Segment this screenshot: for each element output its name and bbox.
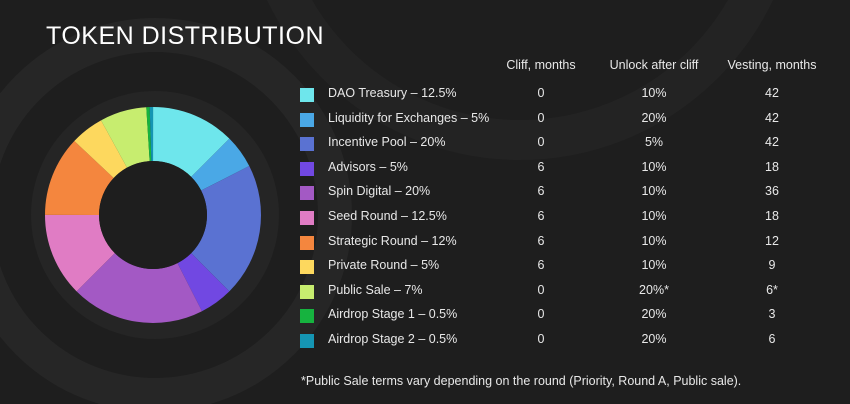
page-title: TOKEN DISTRIBUTION [46,22,325,50]
vesting-cell: 42 [765,110,779,125]
unlock-cell: 20% [641,332,667,346]
cliff-cell: 0 [537,307,545,322]
table-row: DAO Treasury – 12.5% 0 10% 42 [0,83,850,108]
legend-label: Private Round – 5% [328,258,440,273]
vesting-cell: 6 [768,332,776,346]
table-row: Public Sale – 7% 0 20%* 6* [0,280,850,305]
vesting-cell: 42 [765,86,779,100]
table-row: Liquidity for Exchanges – 5% 0 20% 42 [0,108,850,133]
donut-slice-airdrop-stage-2 [149,107,154,162]
column-header-cliff: Cliff, months [506,58,576,72]
cliff-cell: 0 [537,110,545,125]
vesting-cell: 42 [765,135,779,150]
vesting-cell: 12 [765,233,779,248]
unlock-cell: 20%* [639,282,669,297]
donut-slice-private-round [74,120,128,179]
legend-label: Advisors – 5% [328,159,408,174]
donut-slice-strategic-round [45,141,114,215]
unlock-cell: 10% [641,258,667,273]
cliff-cell: 6 [537,209,545,223]
footnote: *Public Sale terms vary depending on the… [301,374,742,388]
cliff-cell: 6 [537,159,545,174]
legend-label: Spin Digital – 20% [328,184,431,199]
legend-label: Strategic Round – 12% [328,233,457,248]
cliff-cell: 0 [537,332,545,346]
legend-label: Airdrop Stage 2 – 0.5% [328,332,458,346]
legend-label: DAO Treasury – 12.5% [328,86,457,100]
table-row: Seed Round – 12.5% 6 10% 18 [0,206,850,231]
legend-swatch [300,211,314,225]
column-header-vesting: Vesting, months [727,58,817,72]
donut-slice-spin-digital [76,253,202,323]
vesting-cell: 18 [765,209,779,223]
donut-hole [99,161,207,269]
table-row: Strategic Round – 12% 6 10% 12 [0,231,850,256]
table-row: Airdrop Stage 2 – 0.5% 0 20% 6 [0,329,850,354]
unlock-cell: 10% [641,184,667,199]
donut-slice-airdrop-stage-1 [146,107,152,162]
legend-swatch [300,186,314,201]
legend-label: Incentive Pool – 20% [328,135,446,150]
donut-slice-public-sale [101,107,150,168]
donut-slice-seed-round [45,214,115,292]
vesting-cell: 3 [768,307,776,322]
donut-slice-dao-treasury [153,107,230,177]
vesting-cell: 6* [766,282,778,297]
donut-slice-advisors [177,253,230,312]
donut-slice-liquidity-for-exchanges [191,138,250,191]
unlock-cell: 10% [641,233,667,248]
legend-swatch [300,112,314,127]
legend-swatch [300,88,314,102]
unlock-cell: 10% [641,159,667,174]
legend-label: Liquidity for Exchanges – 5% [328,110,490,125]
cliff-cell: 6 [537,233,545,248]
legend-label: Public Sale – 7% [328,282,423,297]
table-row: Advisors – 5% 6 10% 18 [0,157,850,182]
table-row: Airdrop Stage 1 – 0.5% 0 20% 3 [0,304,850,329]
legend-swatch [300,161,314,176]
legend-swatch [300,334,314,348]
legend-label: Seed Round – 12.5% [328,209,447,223]
unlock-cell: 20% [641,307,667,322]
legend-swatch [300,260,314,275]
column-header-unlock: Unlock after cliff [609,58,699,72]
legend-label: Airdrop Stage 1 – 0.5% [328,307,458,322]
legend-swatch [300,235,314,250]
cliff-cell: 0 [537,282,545,297]
legend-swatch [300,309,314,324]
cliff-cell: 0 [537,135,545,150]
vesting-cell: 18 [765,159,779,174]
unlock-cell: 5% [644,135,664,150]
vesting-cell: 9 [768,258,776,273]
table-row: Spin Digital – 20% 6 10% 36 [0,181,850,206]
cliff-cell: 6 [537,184,545,199]
legend-swatch [300,284,314,299]
vesting-cell: 36 [765,184,779,199]
unlock-cell: 10% [641,209,667,223]
token-distribution-donut-chart [45,107,261,323]
legend-swatch [300,137,314,152]
donut-slice-incentive-pool [191,166,261,292]
cliff-cell: 0 [537,86,545,100]
unlock-cell: 20% [641,110,667,125]
table-row: Private Round – 5% 6 10% 9 [0,255,850,280]
table-row: Incentive Pool – 20% 0 5% 42 [0,132,850,157]
unlock-cell: 10% [641,86,667,100]
cliff-cell: 6 [537,258,545,273]
